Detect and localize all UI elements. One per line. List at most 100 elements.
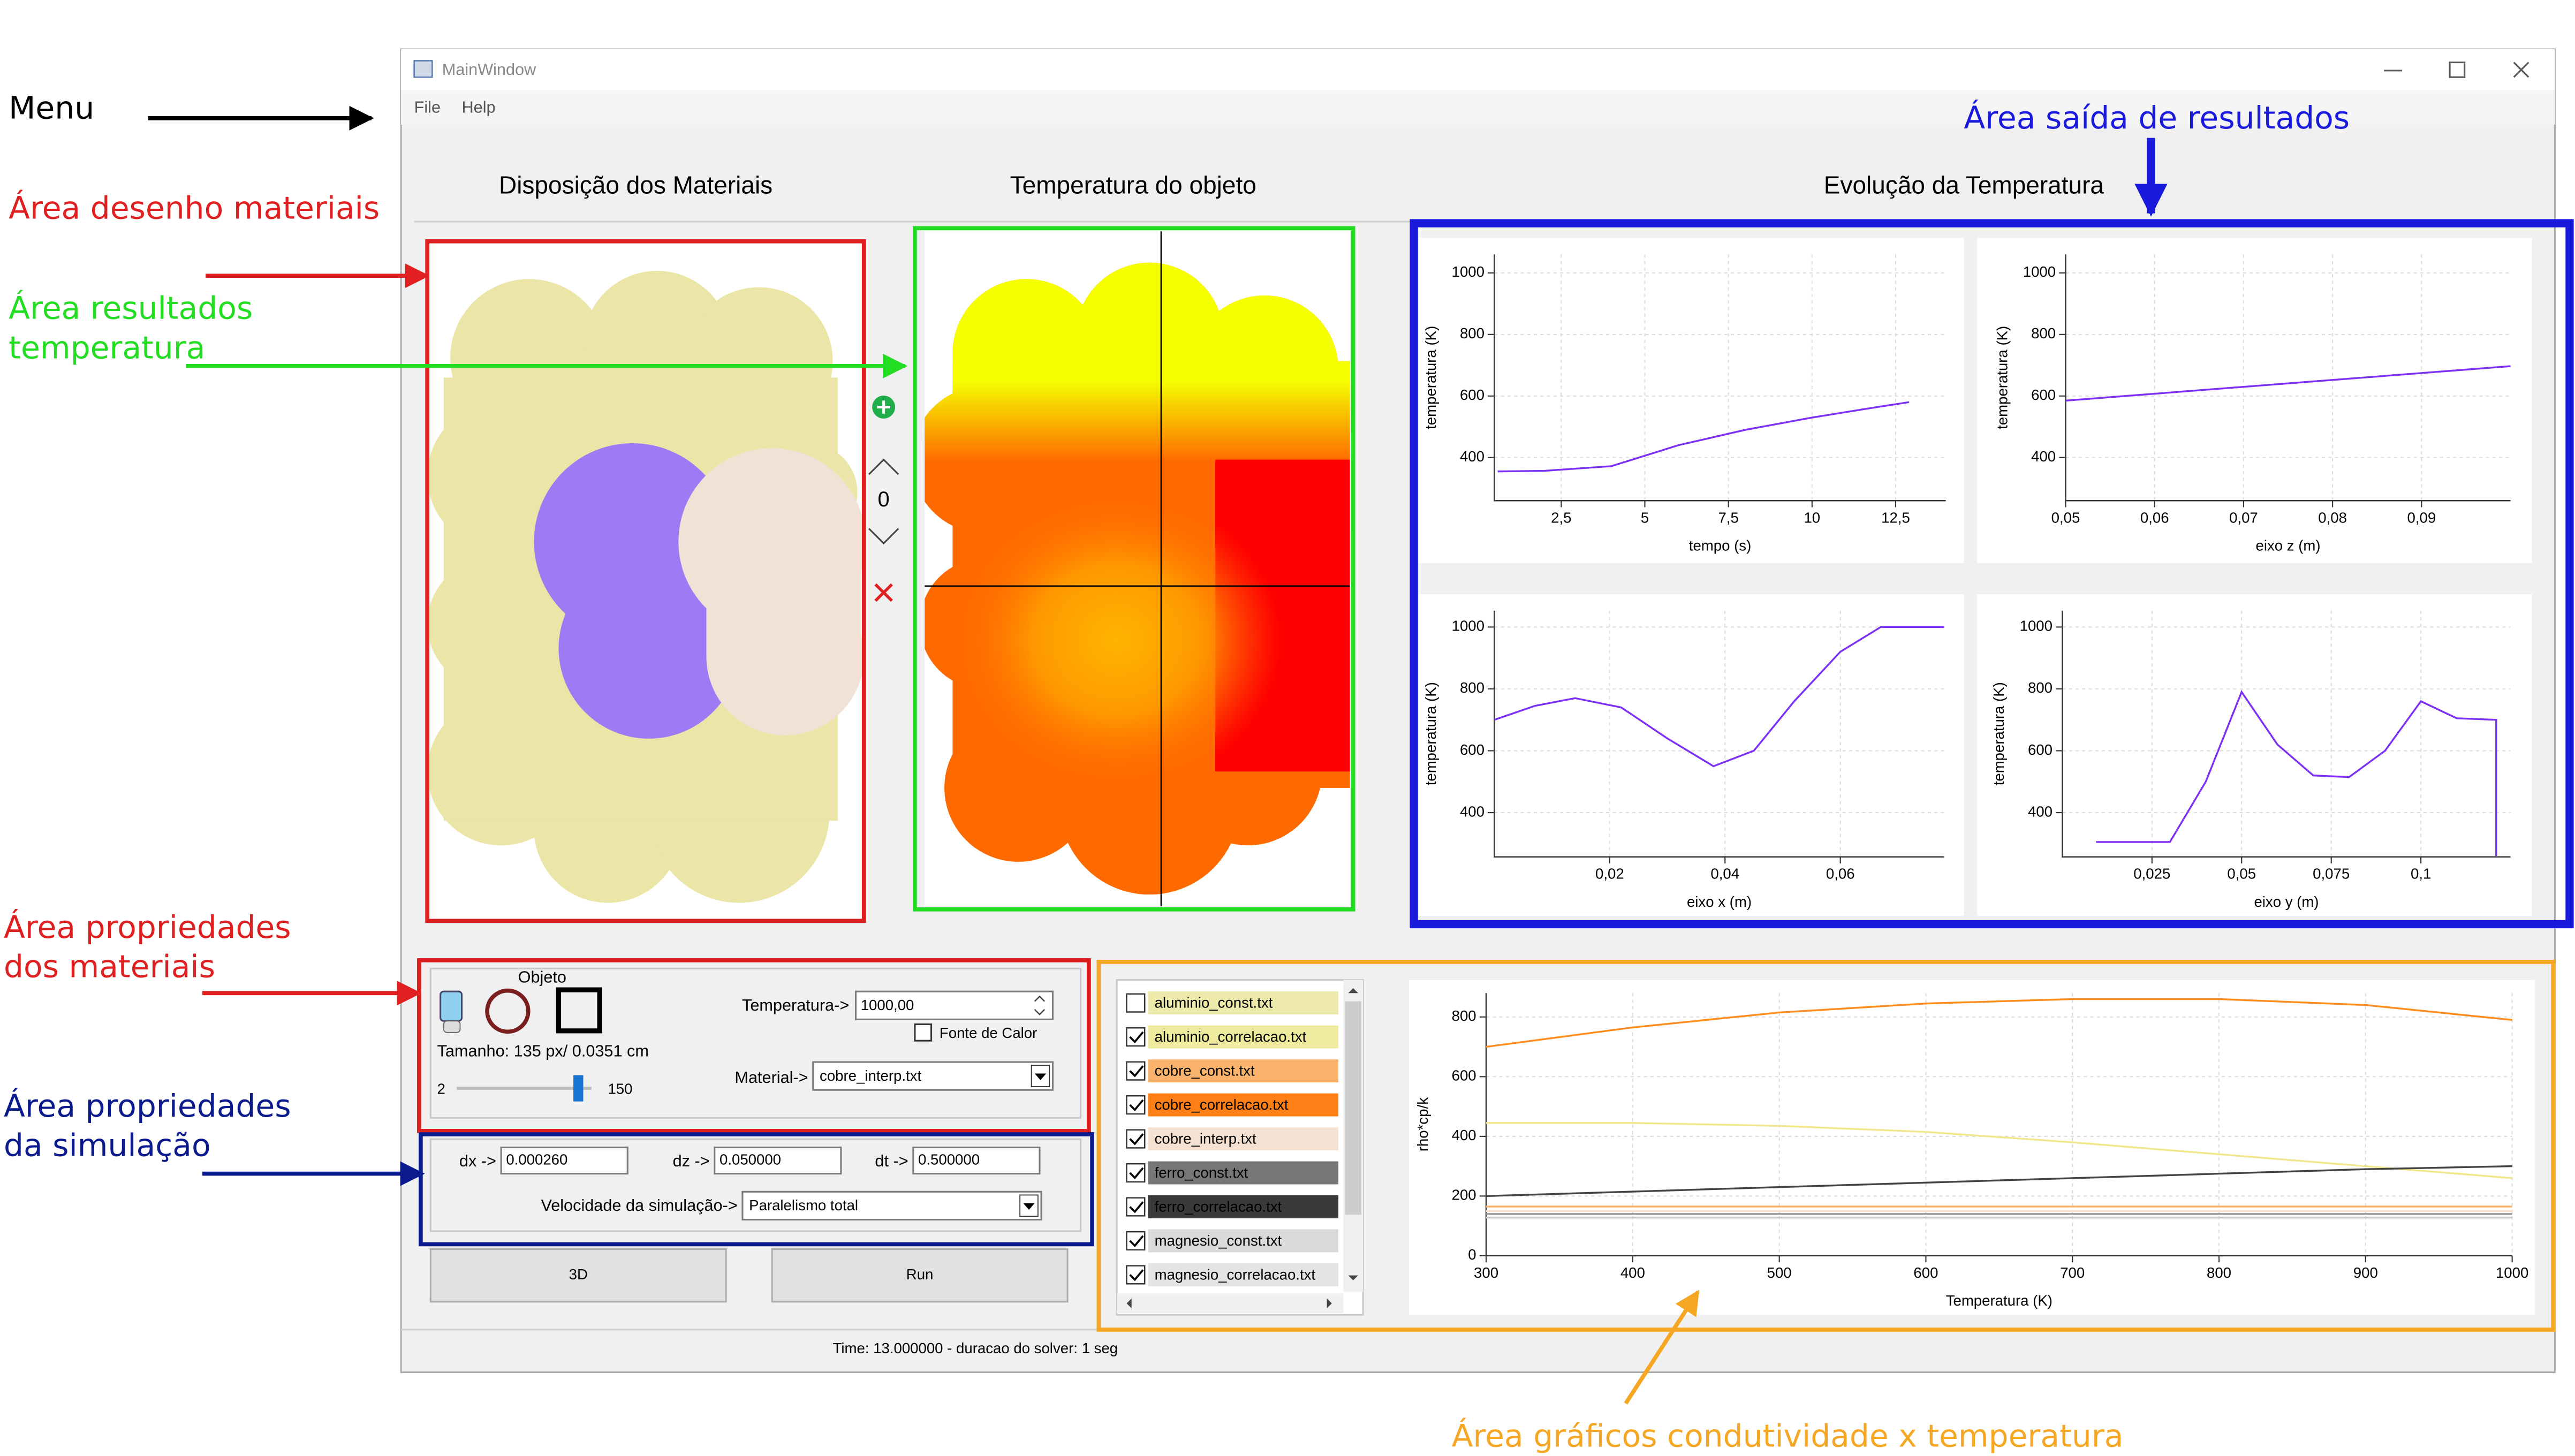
combo-value: cobre_interp.txt (820, 1067, 921, 1084)
checkbox[interactable] (914, 1023, 933, 1042)
checkbox[interactable] (1126, 1265, 1146, 1285)
y-tick-label: 1000 (1452, 263, 1485, 280)
x-axis-label: Temperatura (K) (1946, 1292, 2053, 1309)
dt-input[interactable] (912, 1146, 1041, 1175)
annotation: dos materiais (4, 948, 215, 984)
simulation-properties: dx -> 0.000260 dz -> 0.050000 dt -> 0.50… (429, 1138, 1082, 1232)
annotation: da simulação (4, 1127, 211, 1164)
x-tick-label: 600 (1913, 1264, 1938, 1281)
circle-tool[interactable] (485, 988, 531, 1034)
axis-line (2065, 254, 2511, 502)
file-name: cobre_interp.txt (1155, 1130, 1256, 1147)
simulation-properties-rect (429, 1138, 1082, 1232)
chart: 0,05 0,06 0,07 0,08 0,09 400 600 800 1000 eixo z … (1976, 238, 2532, 563)
temperature-input[interactable] (854, 990, 1054, 1020)
x-tick-label: 300 (1474, 1264, 1498, 1281)
slider-max: 150 (608, 1080, 632, 1097)
square-tool[interactable] (556, 987, 602, 1034)
check-mark (1129, 1235, 1144, 1247)
up-button[interactable] (868, 458, 899, 475)
axis-line (1485, 993, 2512, 1257)
button-label: 3D (569, 1266, 588, 1283)
checkbox[interactable] (1126, 1095, 1146, 1115)
axis-line (1494, 254, 1946, 502)
annotations-rect (419, 1132, 1094, 1247)
scrollbar-thumb[interactable] (1345, 1001, 1361, 1215)
menu-item[interactable]: File (414, 98, 441, 116)
file-name: magnesio_correlacao.txt (1155, 1266, 1316, 1283)
simulation-properties-path (1023, 1203, 1035, 1210)
y-tick-label: 600 (1460, 386, 1485, 403)
file-swatch (1148, 1161, 1339, 1185)
materials-canvas-g-circle (558, 558, 739, 739)
label: Material-> (734, 1068, 808, 1087)
y-tick-label: 200 (1452, 1187, 1476, 1203)
checkbox[interactable] (1126, 1197, 1146, 1217)
x-axis-label: tempo (s) (1689, 537, 1751, 553)
speed-combo[interactable] (741, 1190, 1042, 1220)
checkbox[interactable] (1126, 1061, 1146, 1081)
delete-button[interactable] (874, 583, 893, 602)
buttons: 3D Run (429, 1248, 1069, 1303)
layer-controls: 0 (868, 396, 899, 602)
material-combo[interactable] (812, 1061, 1054, 1091)
checkbox[interactable] (1126, 1129, 1146, 1149)
material-properties-rect (429, 967, 1082, 1119)
button[interactable] (429, 1248, 727, 1303)
maximize-button[interactable] (2449, 61, 2466, 78)
button[interactable] (771, 1248, 1069, 1303)
x-tick-label: 0,02 (1595, 866, 1624, 882)
file-name: aluminio_const.txt (1155, 994, 1273, 1011)
annotation: Área gráficos condutividade x temperatur… (1452, 1417, 2124, 1454)
y-tick-label: 800 (2031, 325, 2056, 342)
line-series (1494, 626, 1944, 768)
checkbox[interactable] (1126, 993, 1146, 1013)
checkbox[interactable] (1126, 1027, 1146, 1047)
window-title: MainWindow (442, 60, 536, 79)
temperature-canvas[interactable] (925, 231, 1350, 906)
x-tick-label: 5 (1641, 509, 1649, 526)
materials-canvas-g-rect (706, 541, 861, 657)
y-tick-label: 1000 (1452, 618, 1485, 634)
size-slider[interactable] (573, 1075, 584, 1102)
x-tick-label: 0,06 (1826, 866, 1855, 882)
down-button[interactable] (868, 528, 899, 545)
y-tick-label: 800 (1452, 1007, 1476, 1024)
y-axis-label: rho*cp/k (1414, 1097, 1431, 1151)
x-tick-label: 500 (1767, 1264, 1792, 1281)
shape-tool[interactable] (440, 990, 463, 1022)
y-tick-label: 600 (2031, 386, 2056, 403)
x-tick-label: 0,025 (2133, 866, 2170, 882)
file-name: aluminio_correlacao.txt (1155, 1028, 1307, 1045)
file-swatch (1148, 1059, 1339, 1083)
chart: 2,5 5 7,5 10 12,5 400 600 800 1000 tempo (s) tempe… (1419, 238, 1964, 563)
charts: 2,5 5 7,5 10 12,5 400 600 800 1000 tempo (s) tempe… (1408, 238, 2535, 1315)
dz-input[interactable] (714, 1146, 842, 1175)
combo-value: Paralelismo total (749, 1197, 858, 1214)
material-properties: Objeto Tamanho: 135 px/ 0.0351 cm 2 150 … (429, 967, 1082, 1119)
dx-input[interactable] (500, 1146, 628, 1175)
file-swatch (1148, 1195, 1339, 1218)
chart-background (1976, 594, 2532, 916)
menu-item[interactable]: Help (462, 98, 496, 116)
checkbox[interactable] (1126, 1231, 1146, 1251)
annotation: Área propriedades (4, 908, 291, 945)
y-tick-label: 800 (1460, 325, 1485, 342)
annotation: Área saída de resultados (1964, 99, 2350, 136)
line-series (2065, 365, 2511, 402)
axis-line (1494, 610, 1944, 858)
materials-canvas[interactable] (427, 242, 866, 920)
size-label: Tamanho: 135 px/ 0.0351 cm (437, 1042, 649, 1060)
x-tick-label: 0,1 (2411, 866, 2431, 882)
file-swatch (1148, 991, 1339, 1015)
x-tick-label: 0,08 (2318, 509, 2347, 526)
input-value: 0.500000 (918, 1151, 980, 1167)
annotations: Menu Área desenho materiais Área resulta… (4, 90, 2574, 1454)
checkbox[interactable] (1126, 1163, 1146, 1183)
file-name: magnesio_const.txt (1155, 1232, 1282, 1249)
x-tick-label: 0,09 (2407, 509, 2436, 526)
close-button[interactable] (2513, 62, 2529, 78)
file-list: aluminio_const.txt aluminio_correlacao.tx… (1116, 979, 1364, 1316)
x-tick-label: 900 (2353, 1264, 2378, 1281)
